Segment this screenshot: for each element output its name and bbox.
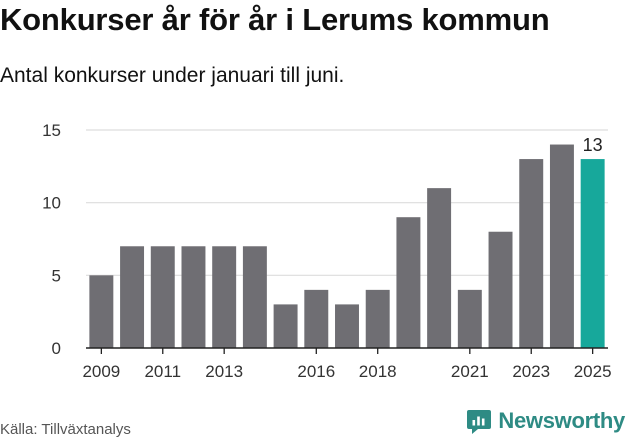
x-tick-label: 2021: [451, 362, 489, 381]
brand-logo: Newsworthy: [466, 408, 625, 434]
x-tick-label: 2009: [82, 362, 120, 381]
bar-2010: [120, 246, 145, 348]
y-tick-label: 15: [42, 121, 61, 140]
chart-subtitle: Antal konkurser under januari till juni.: [0, 64, 345, 87]
bar-2012: [181, 246, 206, 348]
bar-2023: [519, 159, 544, 348]
x-tick-label: 2011: [144, 362, 181, 381]
source-note: Källa: Tillväxtanalys: [0, 421, 131, 438]
bar-2024: [549, 144, 574, 348]
bar-2022: [488, 231, 513, 348]
axes: [86, 347, 608, 354]
bar-2014: [242, 246, 267, 348]
y-tick-label: 5: [52, 266, 61, 285]
bar-2025: [580, 159, 605, 348]
y-tick-label: 0: [52, 339, 61, 358]
bar-2017: [335, 304, 359, 348]
bar-2013: [212, 246, 237, 348]
x-tick-label: 2016: [297, 362, 335, 381]
bar-2020: [427, 188, 452, 348]
bar-2011: [150, 246, 175, 348]
x-tick-label: 2018: [359, 362, 397, 381]
data-label: 13: [583, 135, 603, 155]
bars: [89, 144, 605, 348]
labels: 0 5 10 15 2009 2011 2013 2016 2018 2021 2023 2025 13: [42, 121, 611, 381]
x-tick-label: 2023: [512, 362, 550, 381]
newsworthy-logo-icon: [467, 410, 492, 434]
x-tick-label: 2013: [205, 362, 243, 381]
bar-2016: [304, 289, 329, 348]
chart-title: Konkurser år för år i Lerums kommun: [0, 2, 550, 37]
bar-chart: 0 5 10 15 2009 2011 2013 2016 2018 2021 2023 2025 13: [42, 121, 611, 381]
bar-2015: [273, 304, 298, 348]
bar-2021: [457, 289, 482, 348]
y-tick-label: 10: [42, 194, 61, 213]
bar-2009: [89, 275, 114, 348]
bar-2019: [396, 217, 421, 348]
x-tick-label: 2025: [574, 362, 612, 381]
brand-name: Newsworthy: [498, 408, 625, 433]
bar-2018: [365, 289, 390, 348]
